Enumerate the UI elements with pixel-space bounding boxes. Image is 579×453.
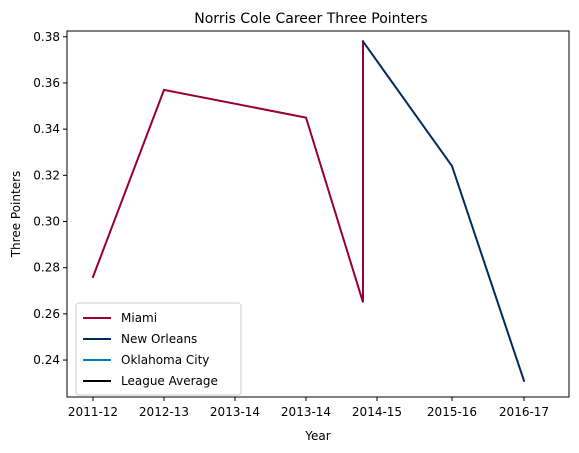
series-layer xyxy=(91,40,526,383)
y-tick-label: 0.36 xyxy=(33,76,60,90)
legend-label: Oklahoma City xyxy=(121,353,209,367)
x-tick-label: 2012-13 xyxy=(139,405,189,419)
x-axis-label: Year xyxy=(304,429,330,443)
x-axis: 2011-12 2012-13 2013-14 2013-14 2014-15 2015-… xyxy=(68,397,549,419)
x-tick-label: 2013-14 xyxy=(210,405,260,419)
series-line-new-orleans xyxy=(361,40,526,383)
legend-label: League Average xyxy=(121,374,218,388)
x-tick-label: 2013-14 xyxy=(281,405,331,419)
chart-title: Norris Cole Career Three Pointers xyxy=(194,11,427,27)
x-tick-label: 2016-17 xyxy=(499,405,549,419)
x-tick-label: 2014-15 xyxy=(352,405,402,419)
y-tick-label: 0.34 xyxy=(33,122,60,136)
x-tick-label: 2015-16 xyxy=(427,405,477,419)
y-axis: 0.24 0.26 0.28 0.30 0.32 0.34 0.36 0.38 xyxy=(33,30,67,367)
y-tick-label: 0.26 xyxy=(33,307,60,321)
y-tick-label: 0.28 xyxy=(33,261,60,275)
plot-area xyxy=(66,30,570,398)
legend-label: Miami xyxy=(121,311,157,325)
legend-box xyxy=(75,302,242,396)
y-tick-label: 0.24 xyxy=(33,353,60,367)
y-tick-label: 0.30 xyxy=(33,215,60,229)
x-tick-label: 2011-12 xyxy=(68,405,118,419)
legend: Miami New Orleans Oklahoma City League Aver… xyxy=(75,302,242,396)
legend-label: New Orleans xyxy=(121,332,197,346)
y-tick-label: 0.32 xyxy=(33,168,60,182)
y-tick-label: 0.38 xyxy=(33,30,60,44)
series-line-miami xyxy=(91,40,364,303)
y-axis-label: Three Pointers xyxy=(9,171,23,259)
